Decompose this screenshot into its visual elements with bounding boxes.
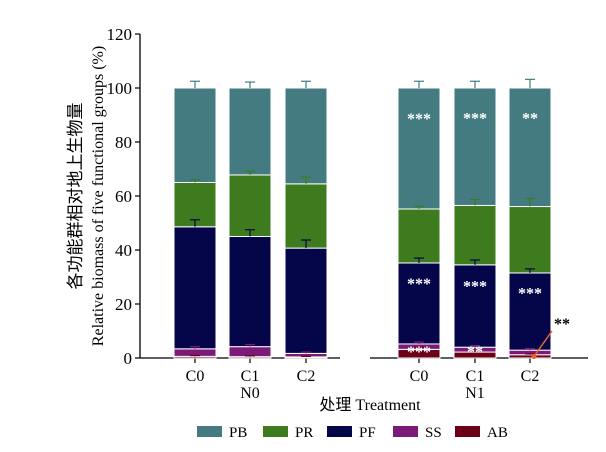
bar-segment-pr bbox=[508, 206, 552, 274]
significance-label: ** bbox=[467, 344, 483, 361]
bar-segment-pr bbox=[228, 174, 272, 238]
bar-segment-pr bbox=[284, 183, 328, 249]
bar-segment-pb bbox=[284, 87, 328, 185]
bar-segment-pb bbox=[173, 87, 217, 183]
bars bbox=[173, 78, 552, 359]
y-axis-label-en: Relative biomass of five functional grou… bbox=[90, 46, 107, 346]
significance-label: *** bbox=[407, 276, 431, 293]
x-axis-label: 处理 Treatment bbox=[319, 396, 421, 414]
group-label: N0 bbox=[240, 385, 260, 402]
annotations: *** *** ***** *** ****** **** bbox=[407, 110, 570, 361]
bar-segment-pf bbox=[453, 264, 497, 348]
legend-swatch-pb bbox=[197, 426, 222, 437]
legend-swatch-pf bbox=[327, 426, 352, 437]
x-tick-label: C1 bbox=[241, 368, 260, 385]
bar-segment-pr bbox=[397, 208, 441, 264]
y-tick-label: 120 bbox=[107, 25, 133, 44]
legend-label-pf: PF bbox=[359, 425, 376, 441]
bar-segment-ss bbox=[228, 346, 272, 358]
callout-arrow-head bbox=[531, 353, 537, 359]
axes: 0 20 40 60 80 100 120 C0 C1 C2 C0 C1 C2 N0 N1 bbox=[107, 25, 588, 402]
bar-segment-pf bbox=[173, 226, 217, 350]
callout-arrow bbox=[533, 330, 553, 357]
bar-segment-pb bbox=[397, 87, 441, 210]
bar-segment-pf bbox=[508, 272, 552, 351]
significance-label: ** bbox=[522, 111, 538, 128]
x-tick-label: C0 bbox=[186, 368, 205, 385]
x-tick-label: C2 bbox=[297, 368, 316, 385]
y-tick-label: 40 bbox=[115, 241, 132, 260]
y-tick-label: 0 bbox=[124, 349, 133, 368]
error-bars bbox=[190, 78, 535, 357]
bar-segment-pr bbox=[453, 204, 497, 266]
bar-segment-pf bbox=[284, 247, 328, 354]
legend-label-pr: PR bbox=[295, 425, 313, 441]
bar-segment-pf bbox=[228, 236, 272, 348]
bar-segment-pf bbox=[397, 262, 441, 345]
significance-label: *** bbox=[407, 111, 431, 128]
bar-segment-pb bbox=[453, 87, 497, 206]
significance-label: *** bbox=[463, 110, 487, 127]
x-tick-label: C1 bbox=[466, 368, 485, 385]
y-axis-label-cn: 各功能群相对地上生物量 bbox=[66, 103, 85, 290]
legend-swatch-pr bbox=[263, 426, 288, 437]
significance-label: *** bbox=[518, 285, 542, 302]
legend-label-ab: AB bbox=[487, 425, 508, 441]
axis-labels: 各功能群相对地上生物量 Relative biomass of five fun… bbox=[66, 46, 421, 414]
legend: PB PR PF SS AB bbox=[197, 425, 508, 441]
x-tick-label: C2 bbox=[521, 368, 540, 385]
legend-swatch-ab bbox=[455, 426, 480, 437]
significance-label: *** bbox=[407, 344, 431, 361]
bar-segment-pb bbox=[228, 87, 272, 176]
y-tick-label: 80 bbox=[115, 133, 132, 152]
x-tick-label: C0 bbox=[410, 368, 429, 385]
y-tick-label: 20 bbox=[115, 295, 132, 314]
y-tick-label: 100 bbox=[107, 79, 133, 98]
significance-callout: ** bbox=[554, 316, 570, 333]
y-tick-label: 60 bbox=[115, 187, 132, 206]
legend-label-ss: SS bbox=[425, 425, 442, 441]
group-label: N1 bbox=[465, 385, 485, 402]
legend-swatch-ss bbox=[393, 426, 418, 437]
bar-segment-pb bbox=[508, 87, 552, 208]
significance-label: *** bbox=[463, 278, 487, 295]
legend-label-pb: PB bbox=[229, 425, 247, 441]
